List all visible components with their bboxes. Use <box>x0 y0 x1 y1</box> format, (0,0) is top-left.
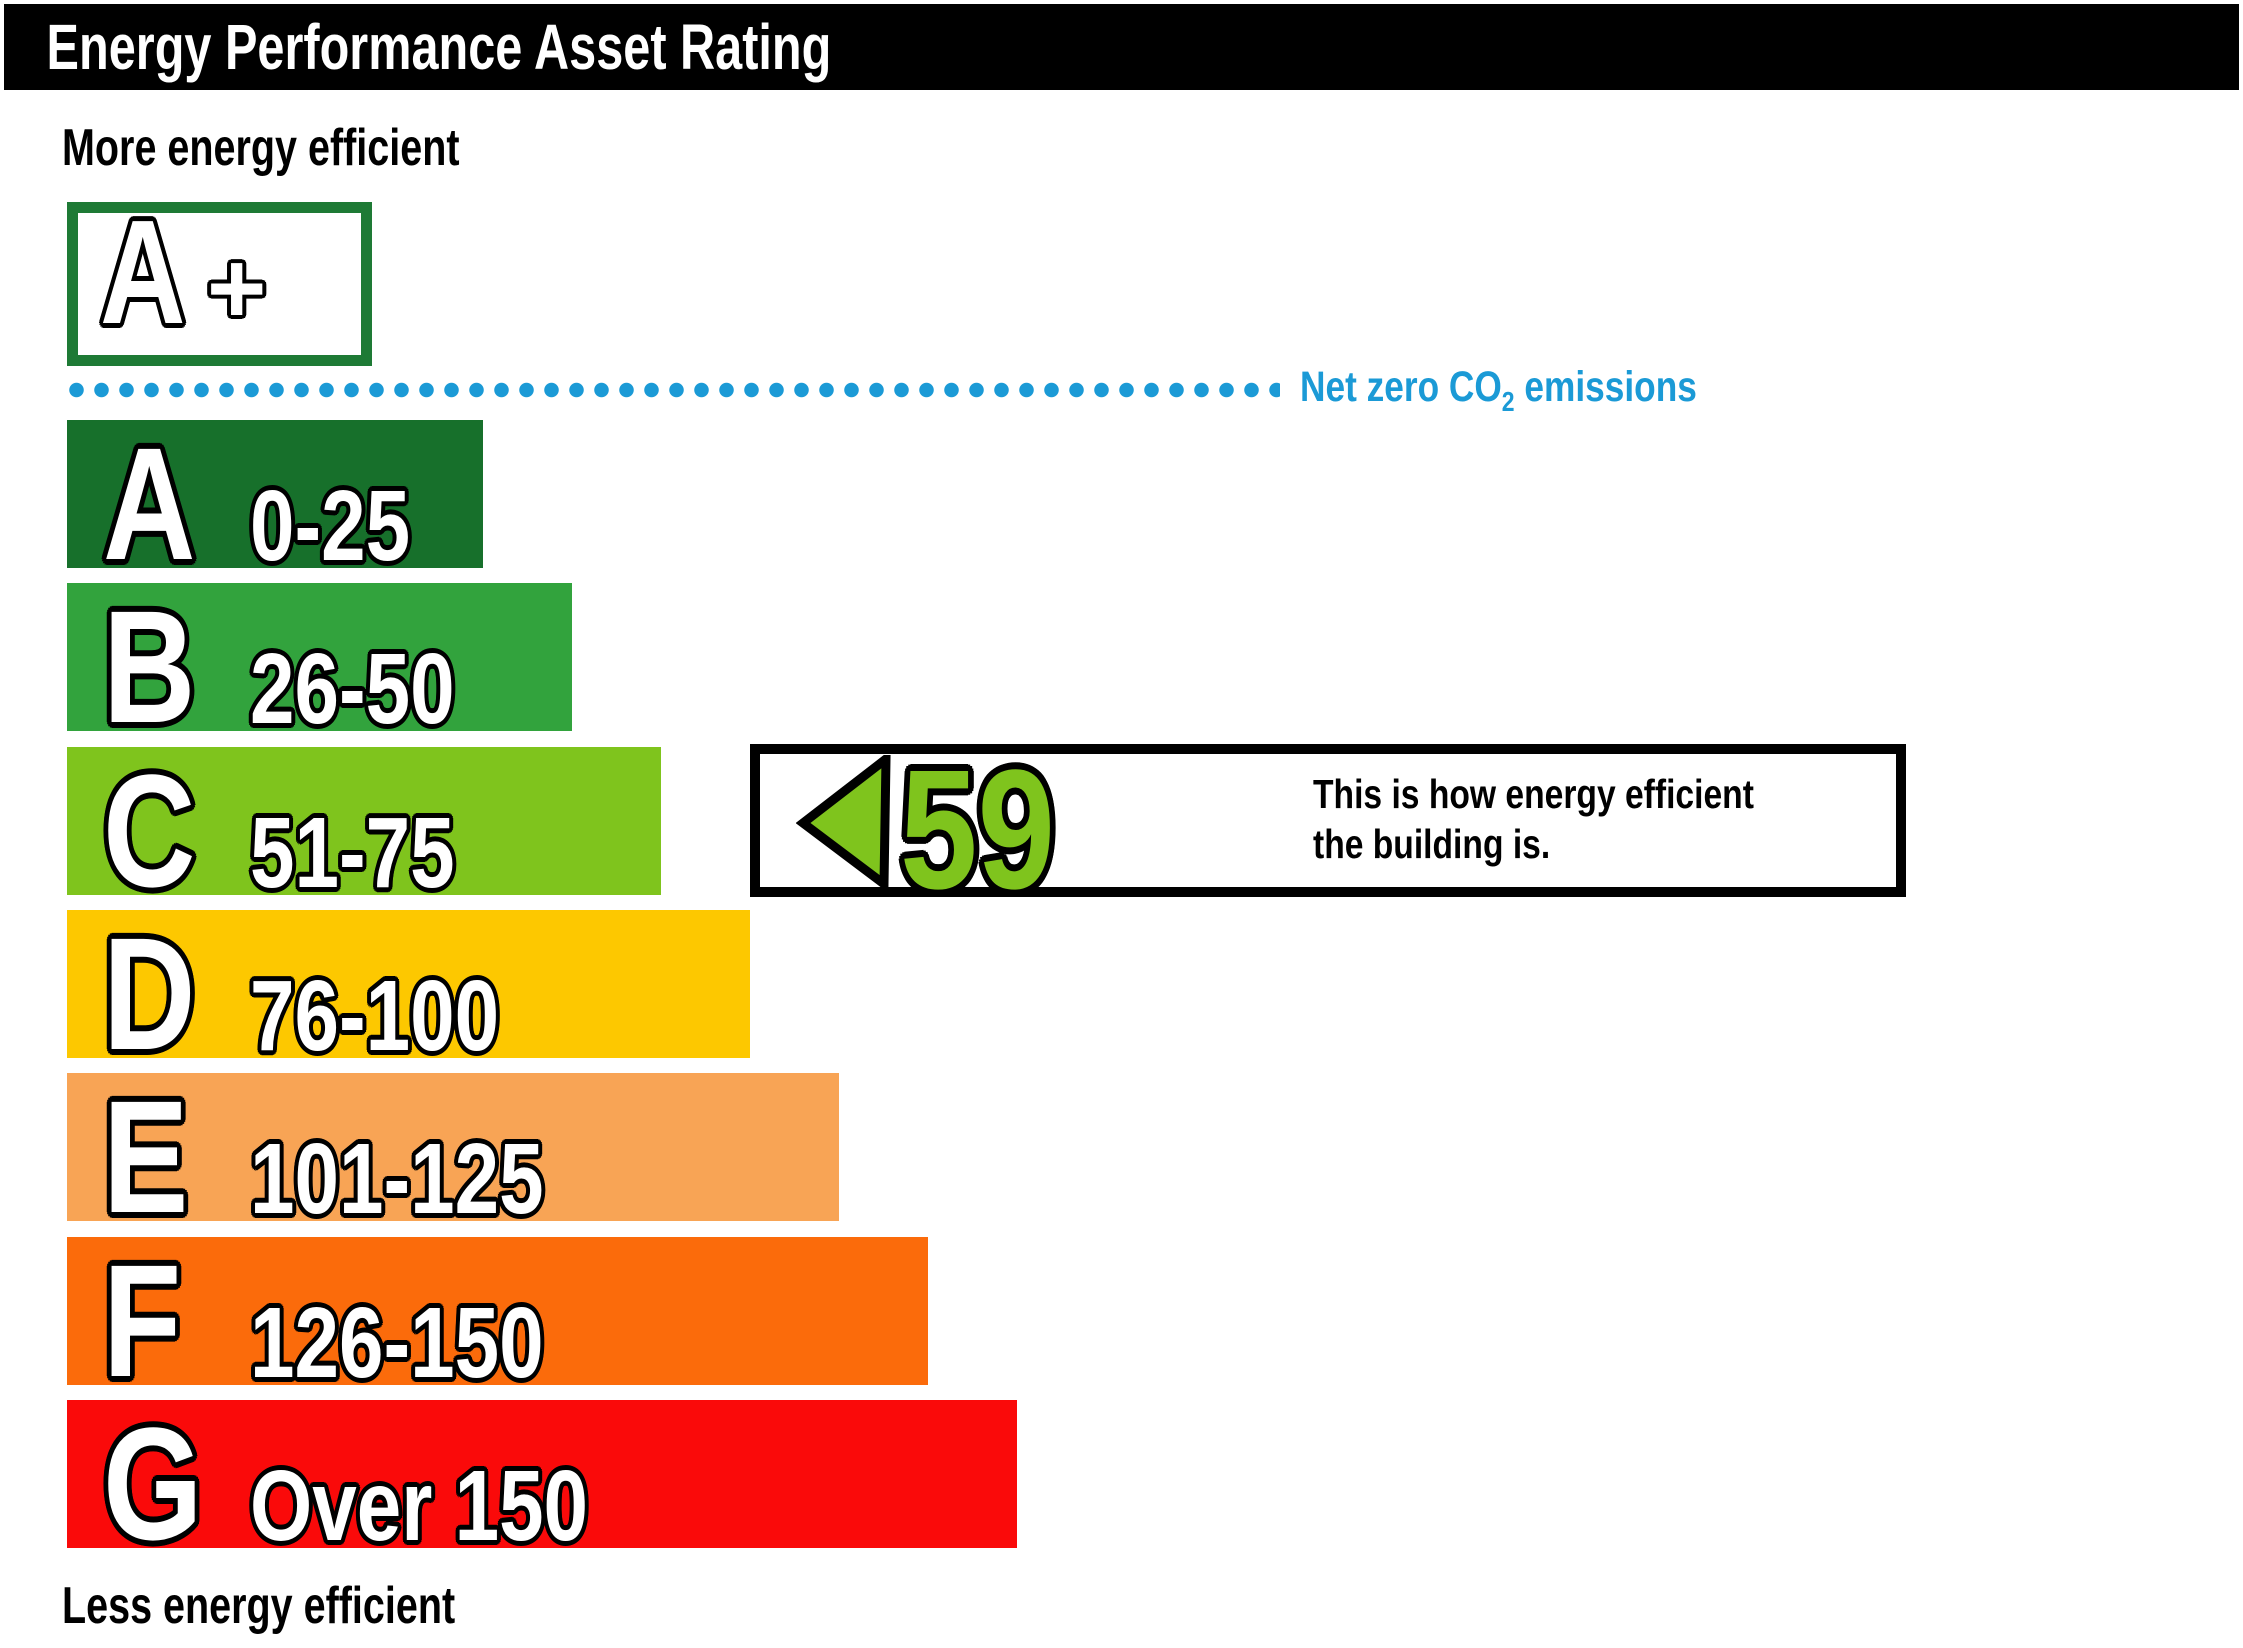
band-B: B 26-50 <box>67 583 572 747</box>
band-letter-F: F <box>103 1231 182 1410</box>
band-range-F: 126-150 <box>250 1287 544 1399</box>
rating-note-line1: This is how energy efficient <box>1313 771 1754 817</box>
header-bar: Energy Performance Asset Rating <box>4 4 2239 90</box>
less-efficient-label: Less energy efficient <box>62 1577 456 1635</box>
band-range-C: 51-75 <box>250 797 455 909</box>
rating-note-line2: the building is. <box>1313 821 1551 867</box>
band-range-G: Over 150 <box>250 1450 589 1562</box>
band-F: F 126-150 <box>67 1237 928 1401</box>
band-D: D 76-100 <box>67 910 750 1074</box>
band-range-D: 76-100 <box>250 960 500 1072</box>
rating-note: This is how energy efficient the buildin… <box>1313 769 1851 869</box>
band-letter-G: G <box>103 1394 203 1573</box>
band-letter-B: B <box>103 577 196 756</box>
a-plus-band: A + <box>67 190 372 366</box>
band-range-A: 0-25 <box>250 470 411 582</box>
rating-indicator: 59 This is how energy efficient the buil… <box>750 744 1906 915</box>
band-letter-E: E <box>103 1067 189 1246</box>
band-C: C 51-75 <box>67 747 661 911</box>
band-E: E 101-125 <box>67 1073 839 1237</box>
band-A: A 0-25 <box>67 420 483 584</box>
rating-value: 59 <box>900 735 1056 925</box>
co2-subscript: 2 <box>1501 386 1515 417</box>
page-title: Energy Performance Asset Rating <box>46 11 832 83</box>
band-range-E: 101-125 <box>250 1123 544 1235</box>
net-zero-label: Net zero CO2 emissions <box>1300 363 1697 417</box>
a-plus-label: A + <box>100 190 267 355</box>
band-letter-C: C <box>103 741 196 920</box>
band-letter-D: D <box>103 904 196 1083</box>
more-efficient-label: More energy efficient <box>62 119 460 177</box>
band-range-B: 26-50 <box>250 633 455 745</box>
left-arrow-icon <box>796 755 891 888</box>
band-G: G Over 150 <box>67 1400 1017 1564</box>
net-zero-dotted-line <box>64 382 1280 398</box>
band-letter-A: A <box>103 414 196 593</box>
